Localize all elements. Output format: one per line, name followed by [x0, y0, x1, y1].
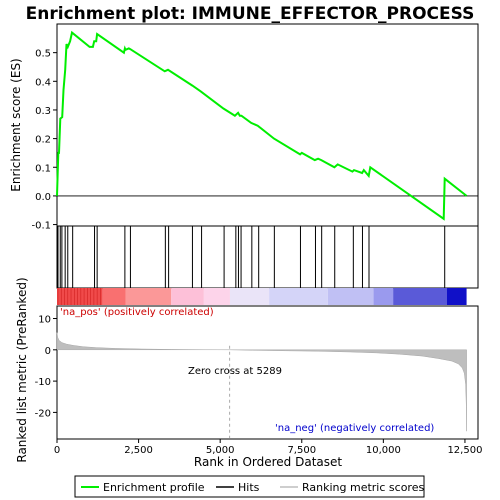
legend-hits-label: Hits: [238, 481, 260, 494]
x-axis-ticks: 0 2,500 5,000 7,500 10,000 12,500: [54, 439, 482, 456]
x-tick-label: 10,000: [366, 445, 401, 456]
color-bar-segment: [171, 288, 204, 305]
zero-cross-annotation: Zero cross at 5289: [188, 366, 282, 377]
color-bar-segment: [57, 288, 103, 305]
x-tick-label: 7,500: [287, 445, 316, 456]
color-bar-segment: [102, 288, 126, 305]
es-y-axis-label: Enrichment score (ES): [9, 58, 23, 191]
color-bar-segment: [446, 288, 467, 305]
x-tick-label: 5,000: [206, 445, 235, 456]
color-bar-segment: [203, 288, 230, 305]
chart-title: Enrichment plot: IMMUNE_EFFECTOR_PROCESS: [26, 4, 475, 24]
rank-color-bar: [57, 288, 467, 305]
es-y-tick-label: 0.3: [35, 106, 51, 117]
metric-plot-area: [56, 305, 479, 440]
metric-y-tick-label: -20: [35, 408, 51, 419]
metric-y-tick-label: 10: [38, 315, 51, 326]
enrichment-profile-line: [56, 30, 468, 221]
x-tick-label: 0: [54, 445, 60, 456]
color-bar-segment: [393, 288, 447, 305]
x-tick-label: 2,500: [124, 445, 153, 456]
legend-metric-label: Ranking metric scores: [302, 481, 424, 494]
es-y-tick-label: 0.1: [35, 163, 51, 174]
es-y-tick-label: 0.2: [35, 135, 51, 146]
neg-annotation: 'na_neg' (negatively correlated): [275, 423, 434, 434]
ranking-metric-area: [56, 332, 467, 432]
metric-panel: 10 0 -10 -20 'na_pos' (positively correlate…: [35, 305, 479, 440]
hits-area: [56, 225, 479, 289]
metric-y-tick-label: -10: [35, 377, 51, 388]
color-bar-segment: [269, 288, 328, 305]
hit-marks: [57, 226, 446, 288]
es-y-tick-label: 0.5: [35, 49, 51, 60]
legend-box: [74, 475, 425, 498]
x-tick-label: 12,500: [447, 445, 482, 456]
metric-y-ticks: 10 0 -10 -20: [35, 315, 57, 419]
metric-y-tick-label: 0: [45, 346, 51, 357]
hits-panel: [56, 225, 479, 289]
metric-y-axis-label: Ranked list metric (PreRanked): [15, 277, 29, 462]
x-axis-label: Rank in Ordered Dataset: [194, 455, 342, 469]
es-y-tick-label: 0.0: [35, 192, 51, 203]
color-bar-segment: [229, 288, 270, 305]
legend-enrichment-label: Enrichment profile: [103, 481, 205, 494]
es-y-tick-label: -0.1: [31, 221, 51, 232]
legend: Enrichment profile Hits Ranking metric s…: [74, 475, 425, 498]
es-panel: -0.1 0.0 0.1 0.2 0.3 0.4 0.5: [31, 23, 479, 232]
es-y-tick-label: 0.4: [35, 77, 51, 88]
color-bar-segment: [327, 288, 374, 305]
color-bar-segment: [373, 288, 394, 305]
es-y-ticks: -0.1 0.0 0.1 0.2 0.3 0.4 0.5: [31, 49, 57, 232]
pos-annotation: 'na_pos' (positively correlated): [60, 307, 214, 318]
color-bar-segment: [125, 288, 172, 305]
es-plot-area: [56, 23, 479, 227]
